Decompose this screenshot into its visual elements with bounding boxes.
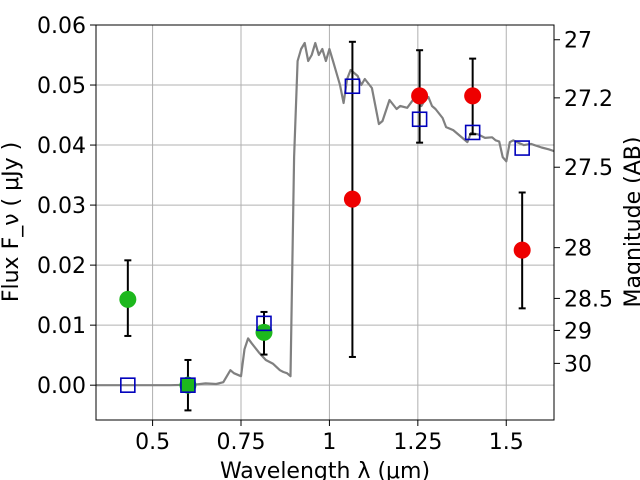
green-data-point xyxy=(119,290,137,308)
red-data-point xyxy=(513,241,531,259)
right-tick-label: 27.5 xyxy=(564,156,613,181)
x-tick-label: 0.5 xyxy=(135,430,170,455)
y-tick-label: 0.06 xyxy=(37,14,86,39)
y-tick-label: 0.02 xyxy=(37,254,86,279)
right-tick-label: 30 xyxy=(564,352,592,377)
red-data-point xyxy=(411,87,429,105)
red-data-point xyxy=(343,190,361,208)
y-axis-right-label: Magnitude (AB) xyxy=(621,137,640,308)
model-photometry-point xyxy=(256,315,272,332)
y-axis-left: 0.00 0.01 0.02 0.03 0.04 0.05 0.06 xyxy=(37,14,96,399)
x-tick-label: 1.25 xyxy=(393,430,442,455)
x-axis-label: Wavelength λ (μm) xyxy=(220,459,430,480)
model-photometry-point xyxy=(344,78,361,95)
y-tick-label: 0.04 xyxy=(37,134,86,159)
y-tick-label: 0.00 xyxy=(37,374,86,399)
right-tick-label: 28.5 xyxy=(564,287,613,312)
right-tick-label: 27 xyxy=(564,29,592,54)
y-tick-label: 0.05 xyxy=(37,74,86,99)
right-tick-label: 28 xyxy=(564,237,592,262)
green-data-point xyxy=(255,323,273,341)
model-spectrum-line xyxy=(96,41,554,387)
plot-content xyxy=(96,40,554,412)
x-tick-label: 1.5 xyxy=(489,430,524,455)
y-axis-right: 27 27.2 27.5 28 28.5 29 30 xyxy=(554,29,613,377)
y-tick-label: 0.03 xyxy=(37,194,86,219)
plot-frame xyxy=(95,24,555,421)
y-tick-label: 0.01 xyxy=(37,314,86,339)
model-photometry-point xyxy=(411,111,428,128)
model-photometry-point xyxy=(464,124,481,141)
gridlines xyxy=(96,24,554,420)
x-tick-label: 0.75 xyxy=(217,430,266,455)
model-photometry-point xyxy=(120,377,136,393)
x-axis: 0.5 0.75 1 1.25 1.5 xyxy=(135,420,524,455)
red-data-point xyxy=(464,87,482,105)
model-photometry-point xyxy=(180,377,196,393)
model-photometry-point xyxy=(514,140,530,156)
green-data-point xyxy=(179,376,197,394)
y-axis-label: Flux F_ν ( μJy ) xyxy=(0,142,24,302)
right-tick-label: 27.2 xyxy=(564,87,613,112)
right-tick-label: 29 xyxy=(564,319,592,344)
x-tick-label: 1 xyxy=(322,430,336,455)
